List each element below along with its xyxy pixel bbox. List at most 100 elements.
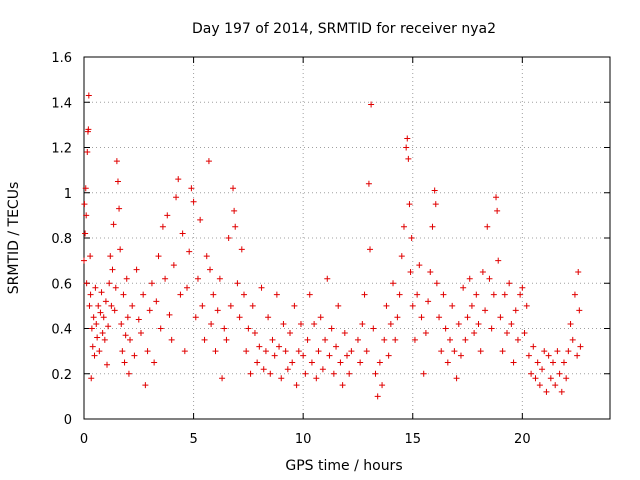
data-point: [280, 320, 287, 327]
data-point: [251, 330, 258, 337]
data-point: [438, 348, 445, 355]
data-point: [333, 343, 340, 350]
data-point: [406, 201, 413, 208]
data-point: [231, 207, 238, 214]
data-point: [512, 307, 519, 314]
data-point: [179, 230, 186, 237]
data-point: [565, 348, 572, 355]
plot-frame: [83, 56, 611, 420]
data-point: [368, 101, 375, 108]
data-point: [89, 343, 96, 350]
data-point: [449, 302, 456, 309]
data-point: [87, 253, 94, 260]
data-point: [379, 382, 386, 389]
data-point: [525, 352, 532, 359]
y-tick-label: 0.2: [51, 368, 72, 383]
data-point: [440, 291, 447, 298]
data-point: [297, 320, 304, 327]
data-point: [359, 320, 366, 327]
data-point: [510, 359, 517, 366]
data-point: [530, 343, 537, 350]
data-point: [575, 268, 582, 275]
data-point: [216, 275, 223, 282]
data-point: [117, 246, 124, 253]
data-point: [245, 325, 252, 332]
data-point: [201, 336, 208, 343]
data-point: [536, 382, 543, 389]
data-point: [100, 314, 107, 321]
data-point: [192, 314, 199, 321]
data-point: [92, 284, 99, 291]
data-point: [98, 289, 105, 296]
data-point: [155, 253, 162, 260]
data-point: [317, 314, 324, 321]
data-point: [109, 266, 116, 273]
data-point: [269, 336, 276, 343]
data-point: [408, 235, 415, 241]
chart-title: Day 197 of 2014, SRMTID for receiver nya…: [192, 21, 496, 37]
data-point: [330, 370, 337, 377]
data-point: [337, 359, 344, 366]
data-point: [464, 314, 471, 321]
data-point: [289, 359, 296, 366]
grid: [84, 57, 610, 419]
data-point: [99, 330, 106, 337]
data-point: [420, 370, 427, 377]
data-point: [418, 314, 425, 321]
data-point: [116, 205, 123, 212]
data-point: [194, 275, 201, 282]
data-point: [148, 280, 155, 287]
data-point: [392, 336, 399, 343]
data-point: [243, 348, 250, 355]
data-point: [567, 320, 574, 327]
data-point: [447, 336, 454, 343]
data-point: [88, 325, 95, 332]
data-point: [462, 336, 469, 343]
data-point: [254, 359, 261, 366]
data-point: [517, 291, 524, 298]
data-point: [188, 185, 195, 192]
y-tick-label: 1.6: [51, 51, 72, 66]
data-point: [207, 266, 214, 273]
data-point: [110, 221, 117, 228]
data-point: [468, 302, 475, 309]
data-point: [499, 348, 506, 355]
data-point: [414, 291, 421, 298]
data-point: [112, 284, 119, 291]
data-point: [501, 291, 508, 298]
data-point: [490, 291, 497, 298]
data-point: [256, 343, 263, 350]
data-point: [385, 352, 392, 359]
data-point: [267, 370, 274, 377]
data-point: [210, 291, 217, 298]
data-point: [506, 280, 513, 287]
data-point: [140, 291, 147, 298]
data-point: [571, 291, 578, 298]
x-tick-label: 10: [295, 432, 312, 447]
data-point: [265, 314, 272, 321]
data-point: [284, 366, 291, 373]
y-tick-label: 0: [64, 413, 72, 428]
data-point: [240, 291, 247, 298]
data-point: [300, 352, 307, 359]
data-point: [405, 155, 412, 162]
data-point: [151, 359, 158, 366]
data-point: [91, 352, 98, 359]
data-point: [479, 268, 486, 275]
data-point: [394, 314, 401, 321]
y-tick-label: 0.6: [51, 277, 72, 292]
data-point: [221, 325, 228, 332]
data-point: [225, 235, 232, 241]
data-point: [326, 352, 333, 359]
data-point: [302, 370, 309, 377]
data-point: [85, 92, 92, 99]
data-point: [475, 320, 482, 327]
data-point: [523, 302, 530, 309]
data-point: [106, 280, 113, 287]
y-tick-label: 0.4: [51, 323, 72, 338]
y-tick-label: 0.8: [51, 232, 72, 247]
data-point: [238, 246, 245, 253]
data-point: [177, 291, 184, 298]
data-point: [365, 180, 372, 187]
